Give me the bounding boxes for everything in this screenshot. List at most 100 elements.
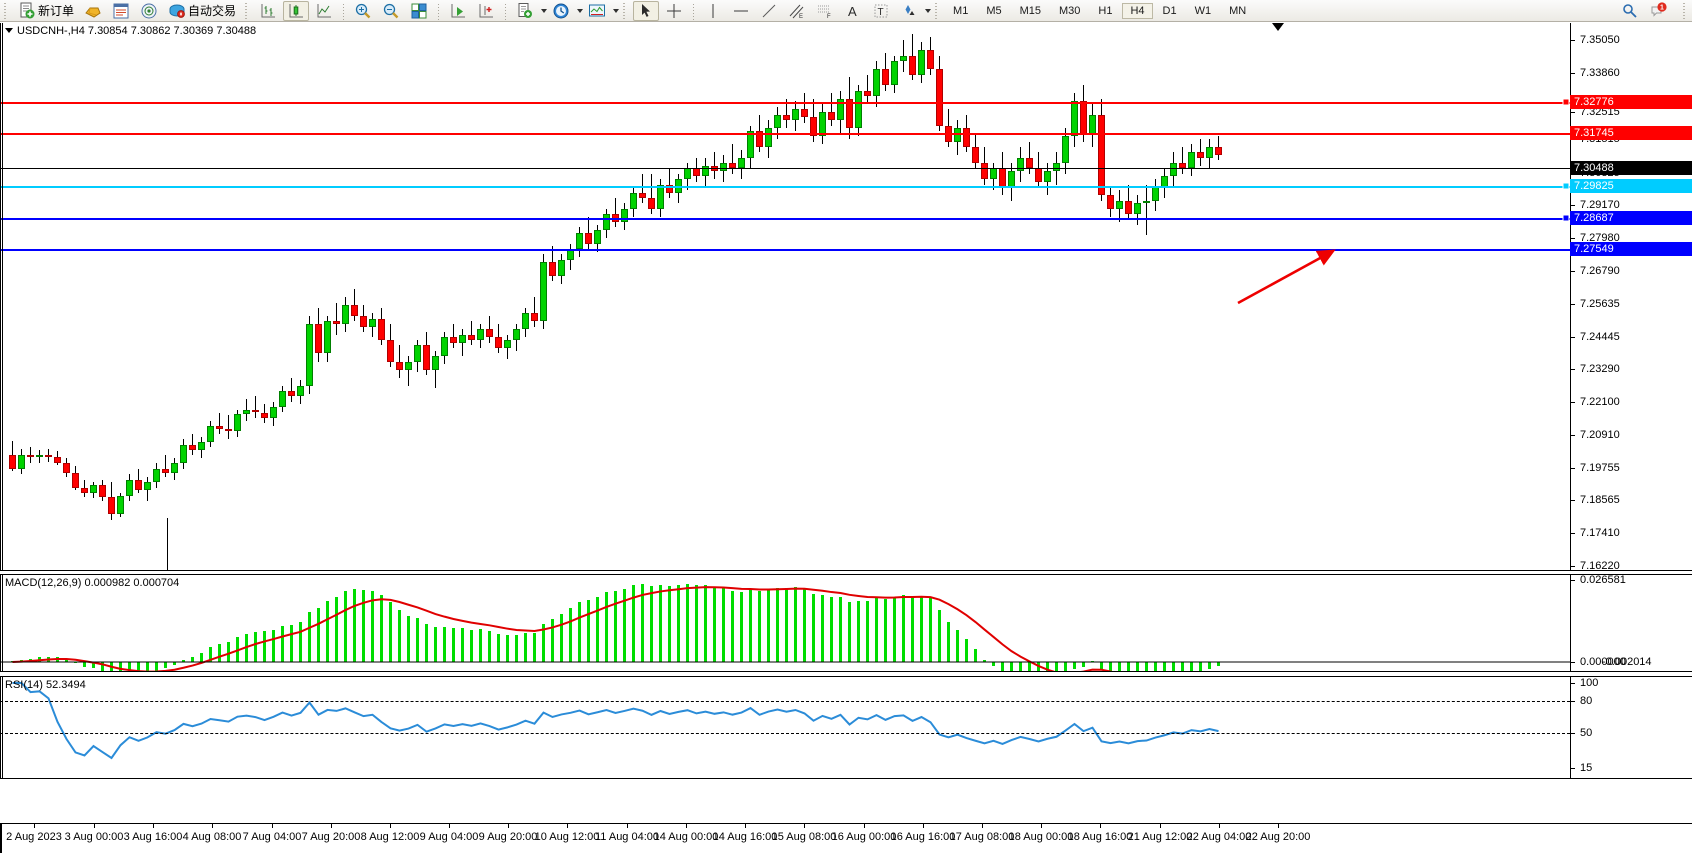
candle-body[interactable] (1017, 157, 1024, 172)
price-level-tag-resistance-1[interactable]: 7.32776 (1570, 95, 1692, 109)
auto-scroll-button[interactable] (445, 1, 471, 21)
candle-body[interactable] (828, 112, 835, 121)
candle-body[interactable] (351, 305, 358, 316)
candle-body[interactable] (54, 456, 61, 464)
candle-body[interactable] (963, 128, 970, 147)
price-level-line-current-bid[interactable] (0, 168, 1570, 169)
candle-body[interactable] (18, 455, 25, 469)
candle-body[interactable] (927, 50, 934, 70)
candle-body[interactable] (423, 345, 430, 370)
candle-body[interactable] (864, 90, 871, 97)
candle-body[interactable] (288, 391, 295, 397)
candle-body[interactable] (63, 463, 70, 473)
candle-body[interactable] (378, 318, 385, 341)
candle-body[interactable] (90, 484, 97, 493)
candle-body[interactable] (990, 168, 997, 180)
candle-body[interactable] (243, 409, 250, 414)
candle-body[interactable] (891, 61, 898, 86)
zoom-in-button[interactable] (350, 1, 376, 21)
price-level-line-support-2[interactable] (0, 249, 1570, 251)
price-level-line-resistance-1[interactable] (0, 102, 1570, 104)
candlestick-chart-button[interactable] (283, 0, 310, 21)
candle-body[interactable] (855, 90, 862, 129)
candle-body[interactable] (981, 163, 988, 180)
channel-tool-button[interactable]: E (784, 1, 810, 21)
candle-body[interactable] (558, 259, 565, 276)
candle-body[interactable] (792, 109, 799, 121)
candle-body[interactable] (216, 425, 223, 429)
price-plot[interactable] (0, 23, 1692, 570)
candle-body[interactable] (198, 442, 205, 451)
candle-body[interactable] (459, 334, 466, 343)
candle-body[interactable] (999, 168, 1006, 188)
price-level-tag-cyan-level[interactable]: 7.29825 (1570, 179, 1692, 193)
rsi-axis[interactable]: 100 80 50 15 (1570, 677, 1692, 778)
macd-pane[interactable]: MACD(12,26,9) 0.000982 0.000704 0.026581… (0, 574, 1692, 672)
candle-body[interactable] (189, 444, 196, 451)
candle-body[interactable] (495, 337, 502, 349)
candle-body[interactable] (333, 321, 340, 324)
candle-body[interactable] (450, 337, 457, 343)
price-level-handle-resistance-1[interactable] (1562, 98, 1570, 106)
candle-body[interactable] (279, 391, 286, 408)
gold-button[interactable] (80, 1, 106, 21)
candle-body[interactable] (1107, 195, 1114, 209)
fibonacci-tool-button[interactable]: F (812, 1, 838, 21)
crosshair-tool-button[interactable] (661, 1, 687, 21)
price-level-tag-support-1[interactable]: 7.28687 (1570, 211, 1692, 225)
candle-body[interactable] (801, 109, 808, 118)
candle-body[interactable] (810, 117, 817, 137)
candle-body[interactable] (207, 425, 214, 442)
candle-body[interactable] (765, 128, 772, 147)
indicators-caret-icon[interactable] (541, 8, 548, 13)
candle-body[interactable] (117, 495, 124, 515)
candle-body[interactable] (540, 262, 547, 322)
text-tool-button[interactable]: A (840, 1, 866, 21)
candle-body[interactable] (774, 114, 781, 129)
candle-body[interactable] (1080, 101, 1087, 134)
candle-body[interactable] (9, 455, 16, 469)
candle-body[interactable] (819, 112, 826, 137)
timeframe-h4[interactable]: H4 (1122, 2, 1153, 19)
price-level-tag-support-2[interactable]: 7.27549 (1570, 242, 1692, 256)
chart-area[interactable]: USDCNH-,H4 7.30854 7.30862 7.30369 7.304… (0, 23, 1692, 853)
auto-trading-button[interactable]: 自动交易 (164, 1, 240, 21)
candle-body[interactable] (360, 315, 367, 327)
candle-body[interactable] (153, 468, 160, 483)
candle-body[interactable] (675, 179, 682, 193)
candle-body[interactable] (603, 214, 610, 231)
candle-body[interactable] (837, 98, 844, 121)
candle-body[interactable] (1170, 163, 1177, 177)
candle-body[interactable] (468, 334, 475, 341)
market-watch-button[interactable] (136, 1, 162, 21)
time-axis[interactable]: 2 Aug 2023 3 Aug 00:00 3 Aug 16:00 4 Aug 08… (0, 823, 1692, 853)
new-order-button[interactable]: 新订单 (14, 1, 78, 21)
candle-body[interactable] (639, 192, 646, 198)
candle-body[interactable] (225, 428, 232, 432)
candle-body[interactable] (162, 468, 169, 473)
price-level-handle-cyan-level[interactable] (1562, 182, 1570, 190)
zoom-out-button[interactable] (378, 1, 404, 21)
candle-body[interactable] (873, 69, 880, 97)
candle-body[interactable] (1071, 101, 1078, 137)
price-axis[interactable]: 7.350507.338607.325157.315157.303257.291… (1570, 23, 1692, 570)
candle-body[interactable] (549, 262, 556, 276)
candle-body[interactable] (738, 157, 745, 169)
candle-body[interactable] (666, 184, 673, 193)
timeframe-mn[interactable]: MN (1229, 4, 1247, 17)
price-pane[interactable]: USDCNH-,H4 7.30854 7.30862 7.30369 7.304… (0, 23, 1692, 571)
price-level-line-resistance-2[interactable] (0, 133, 1570, 135)
timeframe-w1[interactable]: W1 (1194, 4, 1212, 17)
candle-body[interactable] (441, 337, 448, 357)
periods-button[interactable] (548, 1, 574, 21)
bar-chart-button[interactable] (255, 1, 281, 21)
toolbar-grip-4[interactable] (934, 1, 942, 20)
candle-body[interactable] (1143, 200, 1150, 204)
terminal-button[interactable] (108, 1, 134, 21)
candle-body[interactable] (171, 463, 178, 473)
candle-body[interactable] (432, 356, 439, 370)
toolbar-grip-1[interactable] (3, 1, 10, 20)
candle-body[interactable] (783, 114, 790, 121)
cursor-tool-button[interactable] (633, 0, 660, 21)
timeframe-h1[interactable]: H1 (1098, 4, 1113, 17)
